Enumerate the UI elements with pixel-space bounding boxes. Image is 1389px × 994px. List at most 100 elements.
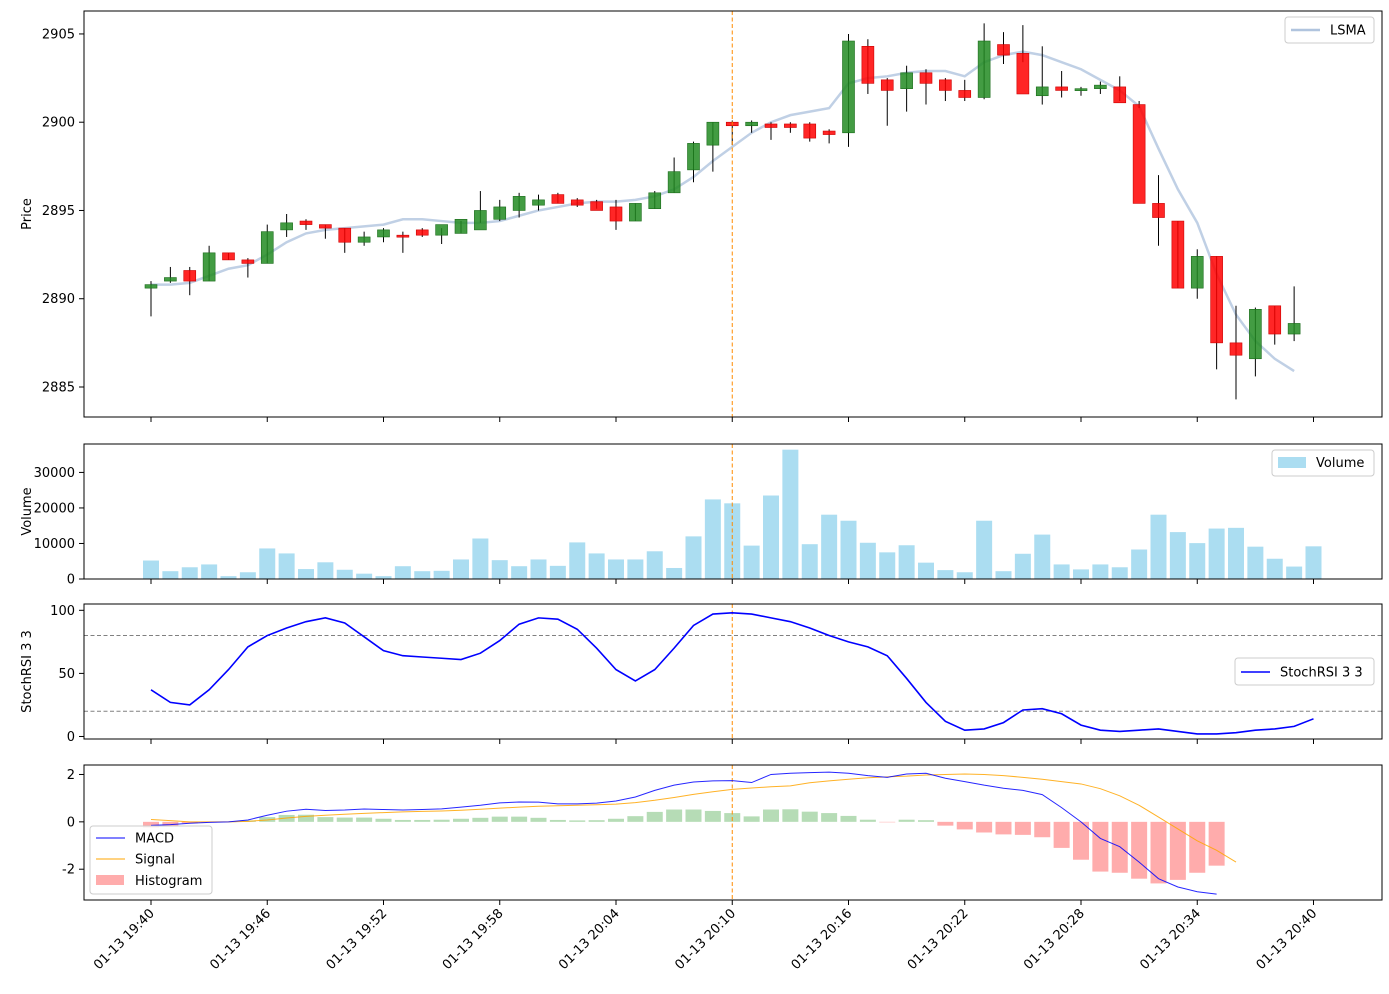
candle-down [300, 221, 312, 225]
candle-down [1211, 256, 1223, 342]
y-tick-label: -2 [62, 863, 75, 878]
candle-down [920, 73, 932, 84]
volume-bar [666, 568, 682, 579]
candle-down [571, 200, 583, 205]
candle-up [649, 193, 661, 209]
histogram-bar [802, 812, 818, 822]
volume-bar [802, 544, 818, 579]
legend-label-lsma: LSMA [1330, 24, 1366, 39]
x-tick-label: 01-13 20:34 [1137, 906, 1204, 973]
candle-down [1269, 306, 1281, 334]
volume-bar [1112, 567, 1128, 579]
volume-bar [1267, 559, 1283, 579]
volume-bar [918, 563, 934, 579]
candle-up [668, 172, 680, 193]
candle-down [823, 131, 835, 135]
candle-down [998, 45, 1010, 56]
volume-bar [1189, 543, 1205, 579]
candle-up [1075, 89, 1087, 91]
volume-bar [1170, 532, 1186, 579]
candle-down [1114, 87, 1126, 103]
volume-bar [453, 559, 469, 579]
histogram-bar [376, 819, 392, 822]
volume-bar [569, 542, 585, 579]
histogram-bar [550, 820, 566, 822]
candle-up [533, 200, 545, 205]
candle-down [1017, 53, 1029, 94]
candle-down [765, 124, 777, 128]
volume-bar [763, 496, 779, 579]
histogram-bar [782, 809, 798, 822]
y-axis-label: Price [20, 198, 35, 230]
volume-bar [1131, 550, 1147, 579]
volume-bar [337, 570, 353, 579]
volume-bar [531, 559, 547, 579]
volume-bar [647, 551, 663, 579]
histogram-bar [763, 810, 779, 822]
volume-bar [1092, 564, 1108, 579]
volume-bar [511, 566, 527, 579]
candle-up [281, 223, 293, 230]
histogram-bar [1015, 822, 1031, 835]
volume-bar [298, 569, 314, 579]
histogram-bar [1073, 822, 1089, 860]
candle-up [455, 219, 467, 233]
volume-bar [492, 560, 508, 579]
panel-3-frame [84, 765, 1382, 900]
histogram-bar [976, 822, 992, 833]
histogram-bar [937, 822, 953, 826]
candle-up [1249, 309, 1261, 358]
volume-bar [162, 571, 178, 579]
histogram-bar [860, 820, 876, 822]
x-tick-label: 01-13 19:46 [207, 906, 274, 973]
volume-bar [1306, 546, 1322, 579]
legend-label-histogram: Histogram [135, 874, 202, 889]
y-tick-label: 30000 [34, 466, 75, 481]
volume-bar [608, 559, 624, 579]
histogram-bar [666, 810, 682, 822]
candle-down [1133, 105, 1145, 204]
candle-down [610, 207, 622, 221]
volume-bar [414, 571, 430, 579]
histogram-bar [1034, 822, 1050, 837]
candle-up [978, 41, 990, 97]
y-tick-label: 0 [67, 573, 75, 588]
candle-down [1153, 203, 1165, 217]
candle-down [319, 225, 331, 229]
legend-label-stochrsi: StochRSI 3 3 [1280, 666, 1363, 681]
y-tick-label: 2900 [42, 116, 75, 131]
histogram-bar [511, 817, 527, 822]
histogram-bar [1189, 822, 1205, 873]
volume-bar [957, 572, 973, 579]
volume-bar [1073, 569, 1089, 579]
candle-down [804, 124, 816, 138]
candle-up [261, 232, 273, 264]
volume-bar [879, 552, 895, 579]
histogram-bar [899, 820, 915, 822]
volume-bar [782, 450, 798, 579]
candle-down [339, 228, 351, 242]
volume-bar [182, 567, 198, 579]
candle-down [184, 270, 196, 281]
volume-bar [821, 515, 837, 579]
volume-bar [937, 570, 953, 579]
y-tick-label: 100 [50, 604, 75, 619]
histogram-bar [1170, 822, 1186, 880]
histogram-bar [531, 818, 547, 822]
histogram-bar [996, 822, 1012, 835]
legend-label-signal: Signal [135, 853, 175, 868]
histogram-bar [434, 820, 450, 822]
candle-up [436, 225, 448, 236]
candle-up [1288, 323, 1300, 334]
y-tick-label: 0 [67, 730, 75, 745]
histogram-bar [317, 817, 333, 822]
volume-bar [1034, 535, 1050, 579]
histogram-bar [453, 819, 469, 822]
volume-bar [1247, 547, 1263, 579]
histogram-bar [627, 816, 643, 822]
histogram-bar [608, 819, 624, 822]
y-tick-label: 50 [58, 667, 75, 682]
volume-bar [589, 553, 605, 579]
volume-bar [1151, 515, 1167, 579]
